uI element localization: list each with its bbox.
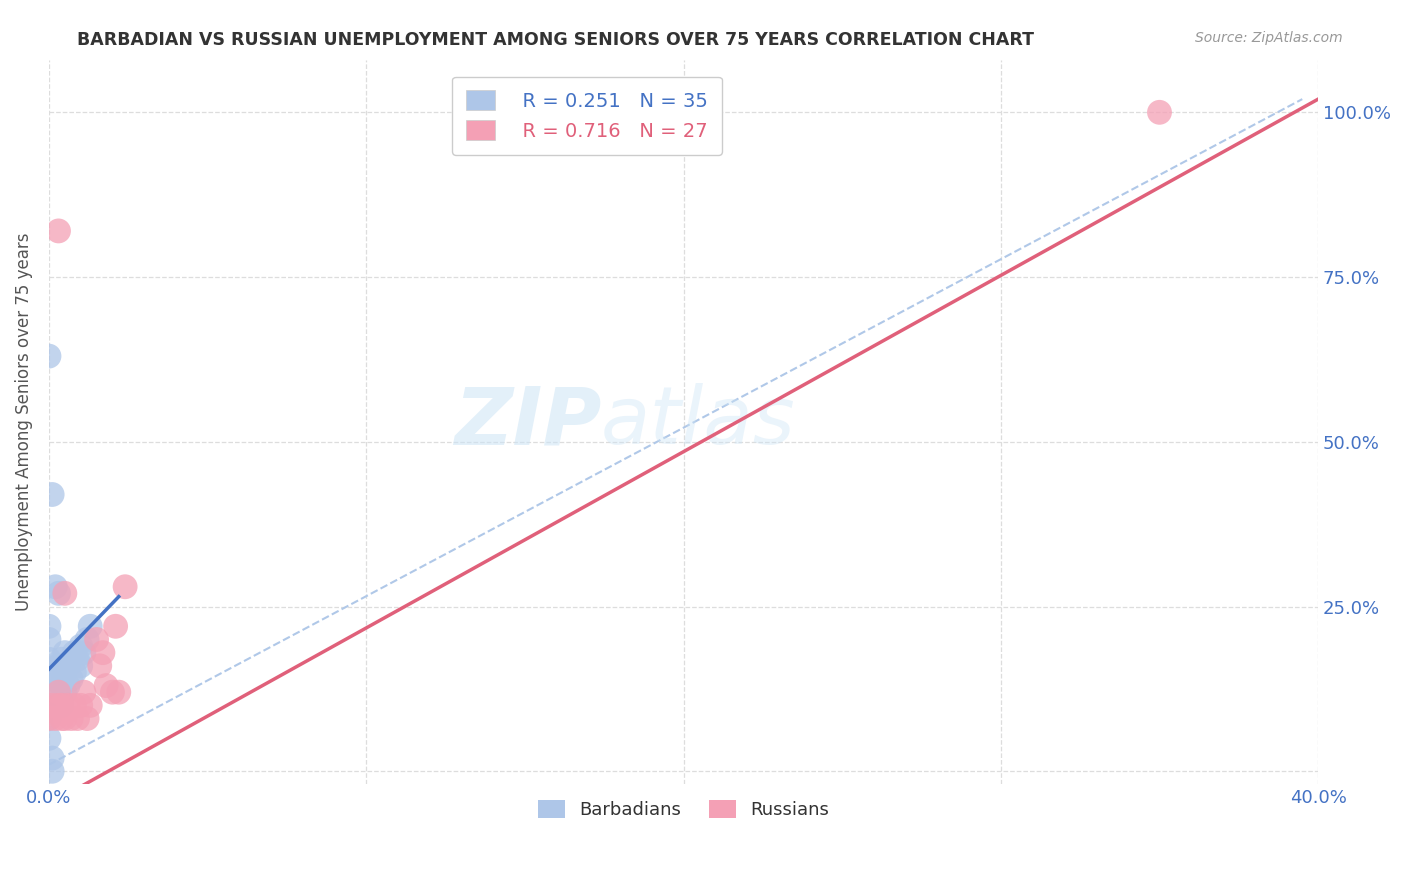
Point — [91, 646, 114, 660]
Text: ZIP: ZIP — [454, 383, 600, 461]
Point — [48, 685, 70, 699]
Point — [41, 751, 63, 765]
Point — [41, 764, 63, 779]
Point — [53, 665, 76, 680]
Point — [48, 224, 70, 238]
Point — [69, 639, 91, 653]
Point — [38, 619, 60, 633]
Point — [56, 698, 79, 713]
Point — [89, 658, 111, 673]
Text: Source: ZipAtlas.com: Source: ZipAtlas.com — [1195, 31, 1343, 45]
Point — [79, 698, 101, 713]
Point — [38, 652, 60, 666]
Point — [51, 652, 73, 666]
Point — [73, 646, 96, 660]
Point — [56, 658, 79, 673]
Point — [69, 698, 91, 713]
Point — [48, 658, 70, 673]
Point — [38, 731, 60, 746]
Point — [114, 580, 136, 594]
Point — [69, 658, 91, 673]
Point — [60, 712, 83, 726]
Point — [44, 672, 66, 686]
Point — [53, 685, 76, 699]
Point — [38, 349, 60, 363]
Point — [76, 632, 98, 647]
Point — [38, 712, 60, 726]
Point — [44, 712, 66, 726]
Point — [51, 712, 73, 726]
Point — [53, 646, 76, 660]
Point — [38, 679, 60, 693]
Point — [73, 685, 96, 699]
Point — [48, 586, 70, 600]
Point — [38, 632, 60, 647]
Point — [66, 652, 89, 666]
Point — [53, 586, 76, 600]
Point — [60, 672, 83, 686]
Point — [107, 685, 129, 699]
Point — [48, 685, 70, 699]
Point — [38, 698, 60, 713]
Point — [51, 698, 73, 713]
Legend: Barbadians, Russians: Barbadians, Russians — [531, 792, 837, 826]
Point — [79, 619, 101, 633]
Point — [41, 698, 63, 713]
Point — [101, 685, 124, 699]
Point — [51, 698, 73, 713]
Point — [76, 712, 98, 726]
Point — [63, 665, 86, 680]
Point — [66, 712, 89, 726]
Point — [44, 698, 66, 713]
Point — [104, 619, 127, 633]
Point — [63, 698, 86, 713]
Point — [53, 712, 76, 726]
Y-axis label: Unemployment Among Seniors over 75 years: Unemployment Among Seniors over 75 years — [15, 233, 32, 611]
Point — [1149, 105, 1171, 120]
Point — [38, 665, 60, 680]
Point — [86, 632, 108, 647]
Point — [51, 679, 73, 693]
Point — [63, 646, 86, 660]
Point — [41, 487, 63, 501]
Point — [44, 580, 66, 594]
Text: BARBADIAN VS RUSSIAN UNEMPLOYMENT AMONG SENIORS OVER 75 YEARS CORRELATION CHART: BARBADIAN VS RUSSIAN UNEMPLOYMENT AMONG … — [77, 31, 1035, 49]
Point — [94, 679, 117, 693]
Point — [56, 679, 79, 693]
Point — [48, 698, 70, 713]
Text: atlas: atlas — [600, 383, 796, 461]
Point — [38, 712, 60, 726]
